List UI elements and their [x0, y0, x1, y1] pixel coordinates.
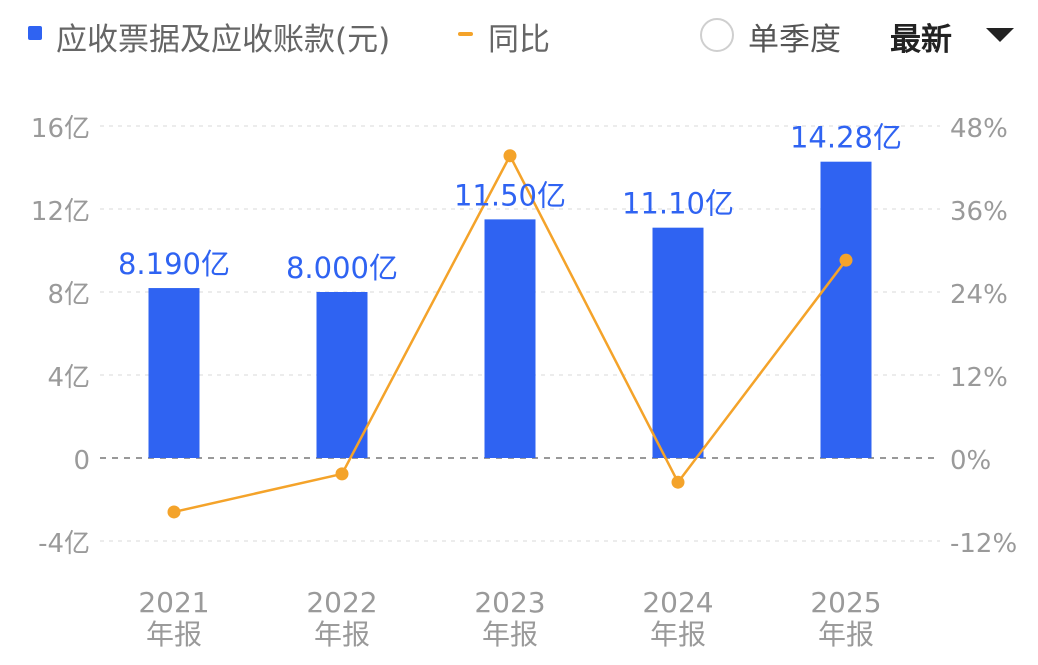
yoy-point: [839, 253, 853, 267]
bar: [316, 292, 368, 458]
single-quarter-label[interactable]: 单季度: [748, 22, 841, 58]
y-left-tick-label: 0: [73, 446, 90, 476]
legend-line-label: 同比: [488, 22, 550, 58]
x-tick-label: 2023: [474, 586, 545, 619]
yoy-point: [671, 475, 685, 489]
y-left-tick-label: 4亿: [47, 363, 90, 393]
bar: [148, 288, 200, 458]
bar: [484, 219, 536, 458]
legend-bar-label: 应收票据及应收账款(元): [56, 22, 391, 58]
chart-header: 应收票据及应收账款(元) 同比 单季度 最新: [0, 0, 1038, 70]
y-right-tick-label: 0%: [950, 446, 991, 476]
yoy-point: [335, 467, 349, 481]
bar-value-label: 14.28亿: [790, 121, 902, 155]
y-right-tick-label: 48%: [950, 114, 1008, 144]
y-right-tick-label: 36%: [950, 197, 1008, 227]
x-tick-label: 2025: [810, 586, 881, 619]
x-tick-label: 2022: [306, 586, 377, 619]
x-tick-label: 年报: [650, 618, 706, 651]
legend-bar-swatch: [28, 26, 42, 40]
x-tick-label: 年报: [146, 618, 202, 651]
y-right-tick-label: -12%: [950, 529, 1017, 559]
y-left-tick-label: 12亿: [31, 197, 90, 227]
x-tick-label: 2024: [642, 586, 713, 619]
bar-value-label: 11.10亿: [622, 187, 734, 221]
x-tick-label: 年报: [482, 618, 538, 651]
period-select-value[interactable]: 最新: [890, 22, 952, 58]
period-select[interactable]: 最新: [888, 10, 1023, 60]
y-right-tick-label: 24%: [950, 280, 1008, 310]
x-tick-label: 年报: [818, 618, 874, 651]
single-quarter-radio[interactable]: [700, 18, 734, 52]
chevron-down-icon[interactable]: [986, 28, 1014, 42]
yoy-point: [503, 149, 517, 163]
bar-value-label: 11.50亿: [454, 178, 566, 212]
y-right-tick-label: 12%: [950, 363, 1008, 393]
y-left-tick-label: 16亿: [31, 114, 90, 144]
y-left-tick-label: 8亿: [47, 280, 90, 310]
x-tick-label: 2021: [138, 586, 209, 619]
yoy-point: [167, 505, 181, 519]
legend-line-swatch: [458, 32, 473, 36]
y-left-tick-label: -4亿: [38, 529, 90, 559]
bar-value-label: 8.190亿: [118, 247, 230, 281]
bar: [820, 161, 872, 458]
bar-value-label: 8.000亿: [286, 251, 398, 285]
bar: [652, 227, 704, 458]
x-tick-label: 年报: [314, 618, 370, 651]
